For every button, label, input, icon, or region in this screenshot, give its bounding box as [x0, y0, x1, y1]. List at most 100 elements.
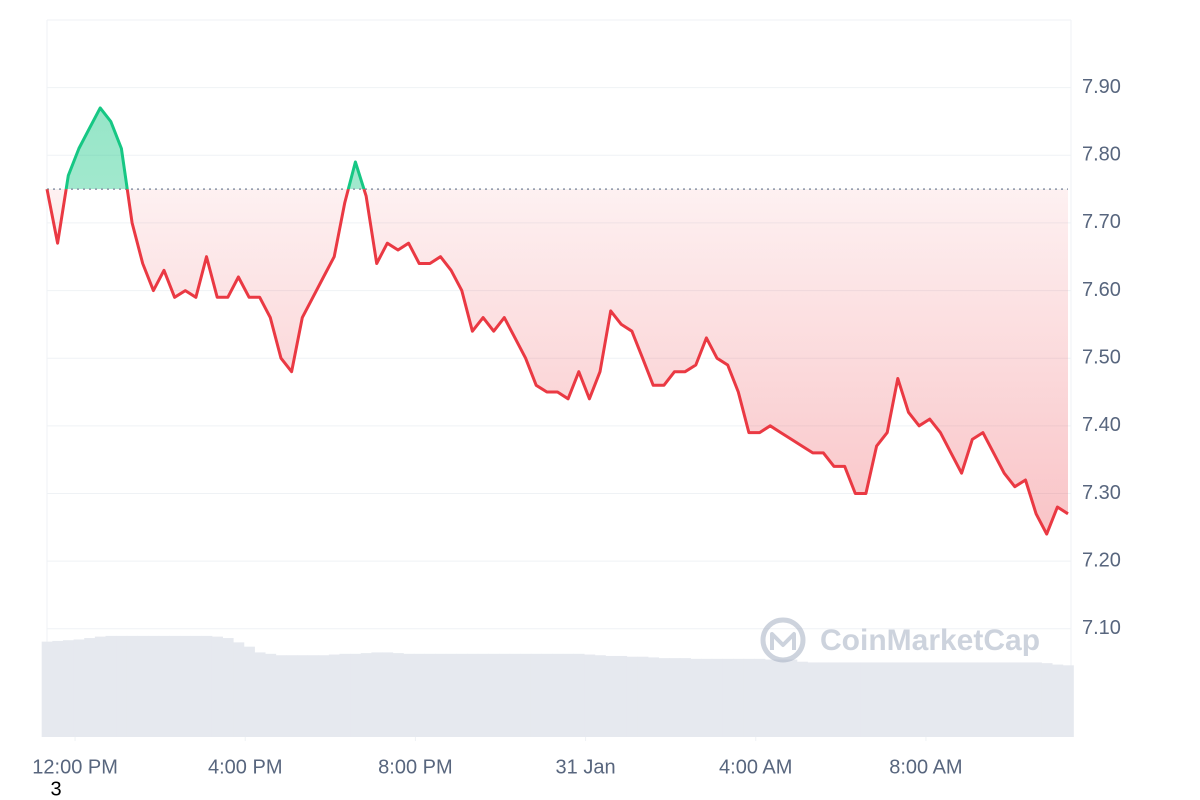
volume-bar: [1030, 662, 1042, 737]
volume-bar: [105, 635, 117, 737]
volume-bar: [488, 653, 500, 737]
price-line-down: [45, 189, 1069, 536]
volume-bar: [286, 655, 298, 737]
y-tick-label: 7.10: [1082, 617, 1121, 639]
volume-bar: [913, 662, 925, 737]
volume-bar: [658, 658, 670, 737]
y-tick-label: 7.80: [1082, 144, 1121, 166]
volume-bar: [169, 635, 181, 737]
volume-bar: [350, 653, 362, 737]
volume-bar: [839, 662, 851, 737]
watermark: CoinMarketCap: [760, 617, 1040, 663]
footnote: 3: [50, 778, 61, 800]
y-tick-label: 7.70: [1082, 211, 1121, 233]
volume-bar: [275, 655, 287, 737]
volume-bar: [690, 658, 702, 737]
volume-bar: [626, 656, 638, 737]
volume-bar: [413, 653, 426, 737]
volume-bar: [637, 656, 649, 737]
y-tick-label: 7.60: [1082, 279, 1121, 301]
volume-bar: [211, 636, 223, 737]
volume-bar: [647, 657, 660, 737]
volume-bar: [94, 636, 106, 737]
volume-bar: [371, 652, 383, 737]
volume-bar: [530, 653, 543, 737]
volume-bar: [1020, 662, 1032, 737]
volume-bar: [41, 641, 53, 737]
volume-bar: [445, 653, 457, 737]
volume-bar: [84, 638, 96, 737]
x-tick-label: 12:00 PM: [32, 756, 118, 778]
volume-bar: [116, 635, 128, 737]
volume-bar: [669, 658, 681, 737]
volume-bar: [945, 662, 957, 737]
volume-bar: [1062, 665, 1074, 737]
volume-bar: [988, 662, 1000, 737]
volume-bar: [860, 662, 872, 737]
volume-bar: [807, 662, 819, 737]
volume-bar: [552, 653, 564, 737]
volume-bar: [456, 653, 468, 737]
volume-bar: [786, 659, 798, 737]
area-up: [47, 107, 364, 190]
volume-bar: [701, 658, 713, 737]
volume-bar: [62, 640, 75, 737]
volume-bar: [403, 653, 415, 737]
volume-bar: [179, 635, 192, 737]
volume-bar: [881, 662, 894, 737]
y-tick-label: 7.50: [1082, 346, 1121, 368]
x-tick-label: 8:00 PM: [378, 756, 452, 778]
volume-bar: [296, 655, 309, 737]
volume-bar: [1052, 664, 1064, 737]
x-tick-label: 8:00 AM: [889, 756, 962, 778]
volume-bar: [52, 640, 64, 737]
volume-bar: [307, 655, 319, 737]
x-tick-label: 4:00 PM: [208, 756, 282, 778]
volume-bar: [318, 655, 330, 737]
volume-bar: [562, 653, 574, 737]
watermark-text: CoinMarketCap: [820, 624, 1040, 657]
volume-bar: [818, 662, 830, 737]
y-tick-label: 7.40: [1082, 414, 1121, 436]
volume-bar: [467, 653, 479, 737]
volume-bar: [382, 652, 394, 737]
volume-bar: [966, 662, 979, 737]
volume-bar: [573, 653, 585, 737]
volume-bar: [679, 658, 691, 737]
volume-bar: [711, 658, 723, 737]
volume-bar: [1009, 662, 1021, 737]
volume-bar: [828, 662, 840, 737]
volume-bar: [233, 642, 245, 737]
volume-bar: [764, 659, 777, 737]
volume-bar: [732, 658, 745, 737]
volume-bar: [509, 653, 521, 737]
volume-bar: [892, 662, 904, 737]
volume-bar: [243, 646, 255, 737]
volume-bar: [520, 653, 532, 737]
volume-bar: [190, 635, 202, 737]
volume-bar: [499, 653, 511, 737]
volume-bar: [541, 653, 553, 737]
volume-bar: [73, 639, 85, 737]
volume-bar: [148, 635, 160, 737]
volume-bar: [605, 655, 617, 737]
y-tick-label: 7.20: [1082, 549, 1121, 571]
volume-bar: [201, 635, 213, 737]
volume-bar: [849, 662, 862, 737]
volume-bar: [935, 662, 947, 737]
volume-bar: [754, 658, 766, 737]
volume-bar: [126, 635, 138, 737]
x-tick-label: 31 Jan: [556, 756, 616, 778]
volume-bar: [722, 658, 734, 737]
volume-bar: [435, 653, 447, 737]
volume-bar: [775, 659, 787, 737]
volume-bar: [158, 635, 170, 737]
area-down: [47, 189, 1068, 535]
volume-bar: [360, 653, 372, 737]
volume-bar: [594, 655, 606, 737]
volume-bar: [392, 653, 404, 737]
volume-bar: [424, 653, 436, 737]
volume-bar: [743, 658, 755, 737]
